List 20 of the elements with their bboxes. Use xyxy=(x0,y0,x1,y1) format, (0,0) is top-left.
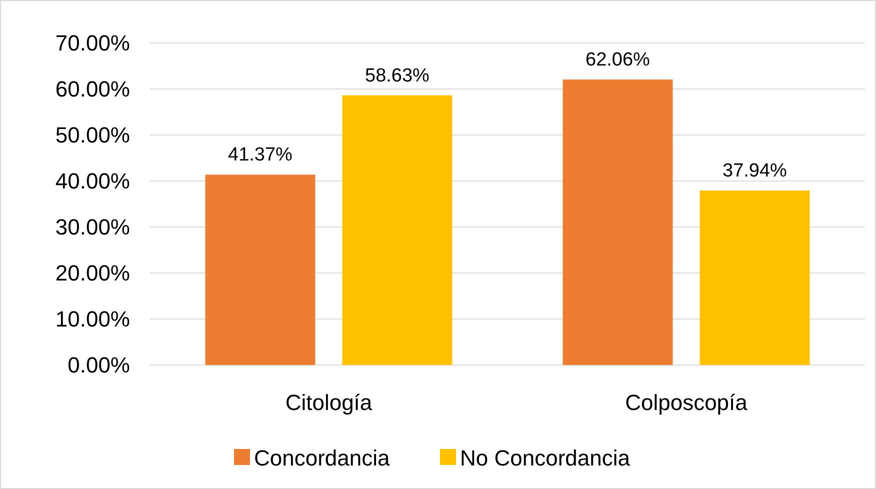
bar xyxy=(342,95,452,365)
x-tick-label: Colposcopía xyxy=(625,390,748,415)
y-tick-label: 70.00% xyxy=(55,30,130,56)
y-tick-label: 50.00% xyxy=(55,122,130,148)
y-tick-label: 0.00% xyxy=(68,352,130,378)
bar xyxy=(205,174,316,365)
data-label: 62.06% xyxy=(586,50,650,71)
bar xyxy=(700,190,810,365)
bar xyxy=(562,80,673,365)
y-tick-label: 20.00% xyxy=(55,260,130,286)
x-tick-label: Citología xyxy=(285,390,373,415)
y-tick-label: 30.00% xyxy=(55,214,130,240)
legend-label: No Concordancia xyxy=(460,446,631,471)
y-tick-label: 10.00% xyxy=(55,306,130,332)
data-label: 37.94% xyxy=(722,160,788,182)
data-label: 58.63% xyxy=(365,65,430,86)
y-tick-label: 40.00% xyxy=(55,168,130,194)
y-tick-label: 60.00% xyxy=(55,76,130,102)
legend-label: Concordancia xyxy=(254,446,391,471)
data-label: 41.37% xyxy=(228,144,293,166)
